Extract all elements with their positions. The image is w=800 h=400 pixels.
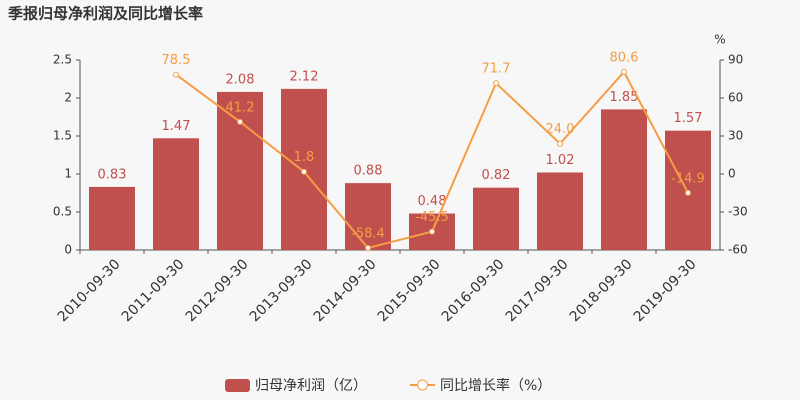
y-tick-label: 2.5 [53, 53, 72, 67]
x-tick-label: 2019-09-30 [631, 256, 700, 325]
line-point [301, 168, 307, 175]
y-tick-label: 2 [64, 91, 72, 105]
bar-value-label: 1.02 [546, 153, 575, 168]
y2-tick-label: 90 [728, 53, 743, 67]
line-value-label: -58.4 [351, 226, 385, 241]
line-value-label: 80.6 [610, 50, 639, 65]
bar [537, 172, 583, 250]
bar [473, 187, 519, 250]
y-tick-label: 1 [64, 167, 72, 181]
bar-value-label: 0.88 [354, 164, 383, 179]
bar-value-label: 1.57 [674, 111, 703, 126]
x-tick-label: 2012-09-30 [183, 256, 252, 325]
legend-swatch [225, 379, 250, 392]
y-tick-label: 1.5 [53, 129, 72, 143]
bar-value-label: 2.12 [290, 69, 319, 84]
line-point [685, 189, 691, 196]
line-point [621, 68, 627, 75]
y-tick-label: 0 [64, 243, 72, 257]
line-value-label: -14.9 [671, 171, 705, 186]
line-value-label: 1.8 [294, 150, 315, 165]
bar-value-label: 0.82 [482, 168, 511, 183]
bar-value-label: 2.08 [226, 72, 255, 87]
x-tick-label: 2010-09-30 [55, 256, 124, 325]
chart-title: 季报归母净利润及同比增长率 [8, 5, 203, 23]
line-point [173, 71, 179, 78]
bar [217, 91, 263, 250]
line-point [429, 228, 435, 235]
legend-swatch [417, 379, 428, 391]
y2-tick-label: 60 [728, 91, 743, 105]
x-tick-label: 2013-09-30 [247, 256, 316, 325]
bar [601, 109, 647, 251]
bar-value-label: 0.48 [418, 194, 447, 209]
x-tick-label: 2016-09-30 [439, 256, 508, 325]
bar-value-label: 0.83 [98, 167, 127, 182]
line-value-label: 71.7 [482, 62, 511, 77]
line-point [557, 140, 563, 147]
y2-tick-label: -60 [728, 243, 748, 257]
x-tick-label: 2011-09-30 [119, 256, 188, 325]
line-point [493, 80, 499, 87]
bar-value-label: 1.47 [162, 119, 191, 134]
bar [153, 138, 199, 250]
bar [345, 183, 391, 250]
line-value-label: 24.0 [546, 122, 575, 137]
line-value-label: 41.2 [226, 100, 255, 115]
bar [89, 186, 135, 250]
y2-axis-label: % [714, 33, 725, 47]
line-point [365, 244, 371, 251]
y2-tick-label: -30 [728, 205, 748, 219]
bar-value-label: 1.85 [610, 90, 639, 105]
legend-label: 归母净利润（亿） [255, 377, 367, 394]
y2-tick-label: 30 [728, 129, 743, 143]
line-value-label: -45.5 [415, 210, 449, 225]
x-tick-label: 2015-09-30 [375, 256, 444, 325]
x-tick-label: 2018-09-30 [567, 256, 636, 325]
y2-tick-label: 0 [728, 167, 736, 181]
line-value-label: 78.5 [162, 53, 191, 68]
x-tick-label: 2014-09-30 [311, 256, 380, 325]
legend-label: 同比增长率（%） [440, 377, 551, 394]
y-tick-label: 0.5 [53, 205, 72, 219]
x-tick-label: 2017-09-30 [503, 256, 572, 325]
line-point [237, 118, 243, 125]
